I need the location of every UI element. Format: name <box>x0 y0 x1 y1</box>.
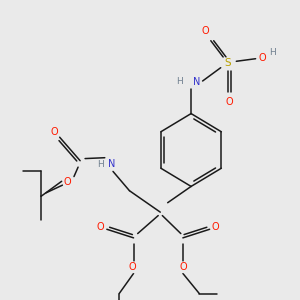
Text: S: S <box>225 58 231 68</box>
Text: H: H <box>97 160 104 169</box>
Text: O: O <box>258 53 266 63</box>
Text: H: H <box>269 48 276 57</box>
Text: O: O <box>129 262 136 272</box>
Text: O: O <box>97 222 104 232</box>
Text: O: O <box>180 262 188 272</box>
Text: O: O <box>202 26 209 36</box>
Text: O: O <box>64 177 72 187</box>
Text: N: N <box>193 77 200 87</box>
Text: H: H <box>176 77 183 86</box>
Text: N: N <box>108 159 116 169</box>
Text: O: O <box>212 222 220 232</box>
Text: O: O <box>51 127 58 137</box>
Text: O: O <box>225 97 233 106</box>
